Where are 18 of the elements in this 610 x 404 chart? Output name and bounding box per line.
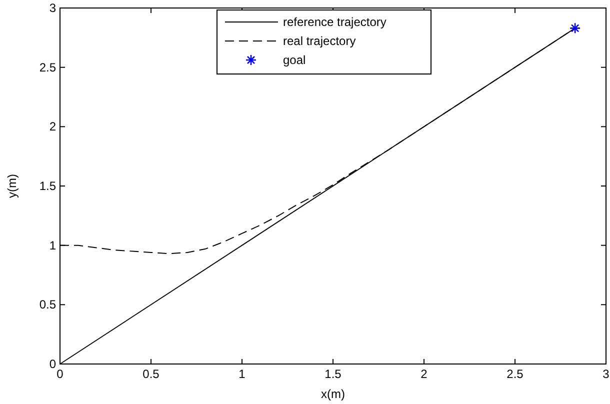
x-tick-label: 1: [238, 367, 246, 381]
legend-label: reference trajectory: [283, 15, 386, 29]
x-tick-label: 2.5: [506, 367, 524, 381]
y-tick-label: 1: [49, 238, 56, 252]
legend-label: real trajectory: [283, 34, 356, 48]
y-tick-label: 0.5: [39, 298, 56, 312]
x-tick-label: 1.5: [324, 367, 342, 381]
y-tick-label: 1.5: [39, 179, 56, 193]
y-tick-label: 2.5: [39, 60, 56, 74]
x-tick-label: 3: [602, 367, 610, 381]
y-tick-label: 3: [49, 1, 56, 15]
y-tick-label: 0: [49, 357, 56, 371]
y-axis-title: y(m): [5, 174, 19, 198]
legend-label: goal: [283, 53, 306, 67]
x-tick-label: 2: [420, 367, 428, 381]
x-axis-title: x(m): [321, 387, 345, 401]
y-tick-label: 2: [49, 120, 56, 134]
x-tick-label: 0.5: [142, 367, 160, 381]
